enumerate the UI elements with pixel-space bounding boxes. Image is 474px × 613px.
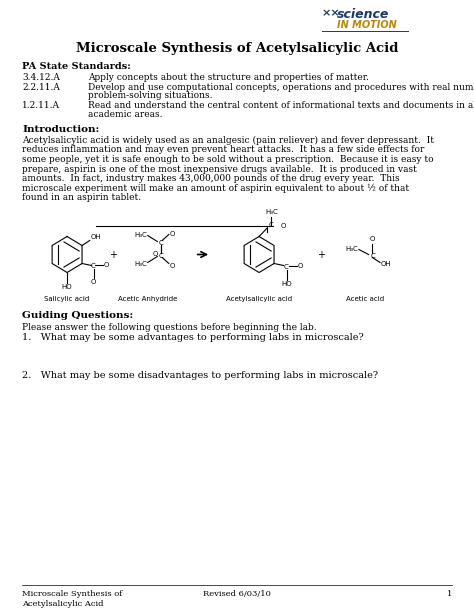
Text: 2.   What may be some disadvantages to performing labs in microscale?: 2. What may be some disadvantages to per…: [22, 371, 378, 381]
Text: prepare, aspirin is one of the most inexpensive drugs available.  It is produced: prepare, aspirin is one of the most inex…: [22, 164, 417, 173]
Text: O: O: [280, 223, 285, 229]
Text: O: O: [104, 262, 109, 267]
Text: C: C: [371, 253, 375, 259]
Text: C: C: [90, 262, 95, 268]
Text: H₃C: H₃C: [266, 208, 279, 215]
Text: IN MOTION: IN MOTION: [337, 20, 397, 30]
Text: O: O: [370, 235, 375, 242]
Text: 1.   What may be some advantages to performing labs in microscale?: 1. What may be some advantages to perfor…: [22, 333, 364, 343]
Text: Guiding Questions:: Guiding Questions:: [22, 311, 133, 321]
Text: 1.2.11.A: 1.2.11.A: [22, 102, 60, 110]
Text: amounts.  In fact, industry makes 43,000,000 pounds of the drug every year.  Thi: amounts. In fact, industry makes 43,000,…: [22, 174, 400, 183]
Text: H₃C: H₃C: [134, 261, 147, 267]
Text: reduces inflammation and may even prevent heart attacks.  It has a few side effe: reduces inflammation and may even preven…: [22, 145, 424, 154]
Text: C: C: [158, 240, 163, 245]
Text: academic areas.: academic areas.: [88, 110, 163, 119]
Text: 2.2.11.A: 2.2.11.A: [22, 83, 60, 92]
Text: Develop and use computational concepts, operations and procedures with real numb: Develop and use computational concepts, …: [88, 83, 474, 92]
Text: Microscale Synthesis of
Acetylsalicylic Acid: Microscale Synthesis of Acetylsalicylic …: [22, 590, 122, 608]
Text: C: C: [283, 264, 288, 270]
Text: O: O: [298, 262, 303, 268]
Text: C: C: [158, 253, 163, 259]
Text: Apply concepts about the structure and properties of matter.: Apply concepts about the structure and p…: [88, 73, 369, 82]
Text: HO: HO: [62, 283, 73, 289]
Text: some people, yet it is safe enough to be sold without a prescription.  Because i: some people, yet it is safe enough to be…: [22, 155, 434, 164]
Text: 3.4.12.A: 3.4.12.A: [22, 73, 60, 82]
Text: Revised 6/03/10: Revised 6/03/10: [203, 590, 271, 598]
Text: Introduction:: Introduction:: [22, 125, 100, 134]
Text: PA State Standards:: PA State Standards:: [22, 62, 131, 71]
Text: Read and understand the central content of informational texts and documents in : Read and understand the central content …: [88, 102, 474, 110]
Text: found in an aspirin tablet.: found in an aspirin tablet.: [22, 193, 141, 202]
Text: Acetic acid: Acetic acid: [346, 295, 384, 302]
Text: OH: OH: [91, 234, 101, 240]
Text: problem-solving situations.: problem-solving situations.: [88, 91, 212, 101]
Text: 1: 1: [447, 590, 452, 598]
Text: Please answer the following questions before beginning the lab.: Please answer the following questions be…: [22, 324, 317, 332]
Text: +: +: [318, 249, 326, 259]
Text: C: C: [269, 221, 273, 227]
Text: O: O: [170, 262, 175, 268]
Text: Salicylic acid: Salicylic acid: [45, 295, 90, 302]
Text: H₃C: H₃C: [346, 245, 358, 251]
Text: O: O: [153, 251, 158, 256]
Text: science: science: [337, 8, 389, 21]
Text: +: +: [109, 249, 117, 259]
Text: H₃C: H₃C: [134, 232, 147, 237]
Text: Microscale Synthesis of Acetylsalicylic Acid: Microscale Synthesis of Acetylsalicylic …: [76, 42, 398, 55]
Text: Acetylsalicylic acid: Acetylsalicylic acid: [226, 295, 292, 302]
Text: Acetic Anhydride: Acetic Anhydride: [118, 295, 177, 302]
Text: OH: OH: [381, 261, 392, 267]
Text: microscale experiment will make an amount of aspirin equivalent to about ½ of th: microscale experiment will make an amoun…: [22, 183, 409, 193]
Text: ××: ××: [322, 8, 341, 18]
Text: Acetylsalicylic acid is widely used as an analgesic (pain reliever) and fever de: Acetylsalicylic acid is widely used as a…: [22, 136, 434, 145]
Text: O: O: [91, 278, 96, 284]
Text: HO: HO: [281, 281, 292, 286]
Text: O: O: [170, 230, 175, 237]
